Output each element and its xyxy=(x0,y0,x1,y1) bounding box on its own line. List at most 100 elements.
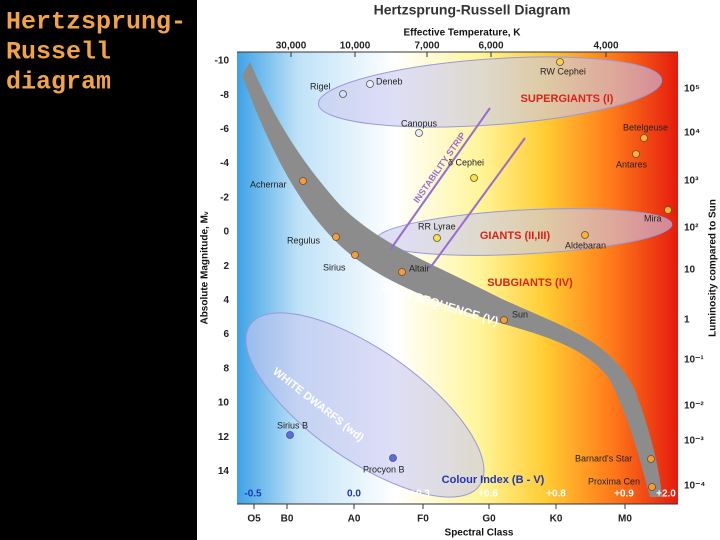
temperature-tick: 10,000 xyxy=(340,41,371,52)
star-label: Altair xyxy=(409,263,430,273)
star-label: δ Cephei xyxy=(448,157,484,167)
star-label: Regulus xyxy=(287,235,321,245)
magnitude-tick: -8 xyxy=(220,90,229,101)
star-label: Betelgeuse xyxy=(623,122,668,132)
star xyxy=(433,234,441,242)
magnitude-tick: 4 xyxy=(223,295,229,306)
white-dwarf-region xyxy=(245,312,485,498)
luminosity-tick: 10⁴ xyxy=(684,128,700,139)
spectral-class: F0 xyxy=(417,514,429,525)
instability-strip-edge xyxy=(389,107,491,251)
star xyxy=(648,483,656,491)
spectral-class: K0 xyxy=(550,514,563,525)
temperature-tick: 6,000 xyxy=(478,41,503,52)
star xyxy=(389,454,397,462)
magnitude-tick: -10 xyxy=(215,56,230,67)
colour-index-tick: +0.9 xyxy=(614,489,634,500)
spectral-class: O5 xyxy=(247,514,261,525)
star-label: Sirius B xyxy=(277,420,308,430)
star xyxy=(351,251,359,259)
star xyxy=(640,134,648,142)
magnitude-title: Absolute Magnitude, Mᵥ xyxy=(200,211,211,324)
temperature-tick: 30,000 xyxy=(276,41,307,52)
star xyxy=(632,150,640,158)
diagram: SUPERGIANTS (I) GIANTS (II,III) SUBGIANTS … xyxy=(242,56,673,498)
luminosity-tick: 10⁻³ xyxy=(684,436,704,447)
supergiant-region xyxy=(317,56,663,128)
slide-title: Russell xyxy=(6,38,111,67)
luminosity-tick: 10³ xyxy=(684,176,699,187)
star-label: Barnard's Star xyxy=(575,453,632,463)
luminosity-tick: 10⁻⁴ xyxy=(684,481,705,492)
star xyxy=(581,231,589,239)
slide-title: diagram xyxy=(6,68,111,97)
spectral-title: Spectral Class xyxy=(445,528,514,539)
star-label: Canopus xyxy=(401,118,438,128)
magnitude-tick: -2 xyxy=(220,192,229,203)
magnitude-tick: 6 xyxy=(223,329,229,340)
colour-index-tick: 0.0 xyxy=(347,489,361,500)
star-label: RW Cephei xyxy=(540,66,586,76)
spectral-class: B0 xyxy=(281,514,294,525)
star xyxy=(332,233,340,241)
temperature-tick: 4,000 xyxy=(593,41,618,52)
magnitude-tick: 12 xyxy=(218,432,230,443)
star-label: Proxima Cen xyxy=(588,476,640,486)
diagram-title: Hertzsprung-Russell Diagram xyxy=(374,2,571,18)
star-label: Antares xyxy=(616,159,648,169)
star xyxy=(286,431,294,439)
star xyxy=(500,316,508,324)
main-sequence-band xyxy=(242,62,662,497)
magnitude-tick: 10 xyxy=(218,398,230,409)
luminosity-tick: 1 xyxy=(684,315,690,326)
magnitude-tick: -6 xyxy=(220,124,229,135)
temperature-tick: 7,000 xyxy=(414,41,439,52)
star-label: RR Lyrae xyxy=(418,221,456,231)
star-label: Achernar xyxy=(250,179,287,189)
star-label: Sirius xyxy=(323,262,346,272)
magnitude-tick: 0 xyxy=(223,227,229,238)
magnitude-tick: 8 xyxy=(223,363,229,374)
star xyxy=(398,268,406,276)
star xyxy=(664,206,672,214)
star xyxy=(299,177,307,185)
region-label: SUPERGIANTS (I) xyxy=(521,93,614,105)
magnitude-tick: 14 xyxy=(218,466,230,477)
colour-index-tick: +2.0 xyxy=(656,489,676,500)
instability-strip-edge xyxy=(429,137,526,269)
magnitude-tick: -4 xyxy=(220,158,229,169)
magnitude-tick: 2 xyxy=(223,261,229,272)
star xyxy=(647,455,655,463)
spectral-class: M0 xyxy=(618,514,632,525)
luminosity-tick: 10 xyxy=(684,265,696,276)
star-label: Procyon B xyxy=(363,464,405,474)
spectral-class: G0 xyxy=(482,514,496,525)
colour-index-tick: +0.6 xyxy=(478,489,498,500)
luminosity-tick: 10⁻² xyxy=(684,401,704,412)
luminosity-tick: 10⁵ xyxy=(684,84,700,95)
star-label: Deneb xyxy=(376,76,403,86)
star xyxy=(556,58,564,66)
star-label: Sun xyxy=(512,309,528,319)
luminosity-tick: 10² xyxy=(684,223,699,234)
region-label: SUBGIANTS (IV) xyxy=(487,277,573,289)
temperature-title: Effective Temperature, K xyxy=(403,28,521,39)
colour-index-tick: -0.5 xyxy=(244,489,262,500)
star xyxy=(415,129,423,137)
star-label: Aldebaran xyxy=(565,240,606,250)
colour-index-title: Colour Index (B - V) xyxy=(442,474,545,486)
region-label: GIANTS (II,III) xyxy=(480,230,551,242)
star xyxy=(470,174,478,182)
luminosity-title: Luminosity compared to Sun xyxy=(708,199,719,337)
star xyxy=(366,80,374,88)
star xyxy=(339,90,347,98)
spectral-class: A0 xyxy=(348,514,361,525)
colour-index-tick: +0.8 xyxy=(546,489,566,500)
star-label: Rigel xyxy=(310,81,331,91)
slide-title: Hertzsprung- xyxy=(6,8,186,37)
luminosity-tick: 10⁻¹ xyxy=(684,355,704,366)
colour-index-tick: +0.3 xyxy=(410,489,430,500)
star-label: Mira xyxy=(644,213,662,223)
